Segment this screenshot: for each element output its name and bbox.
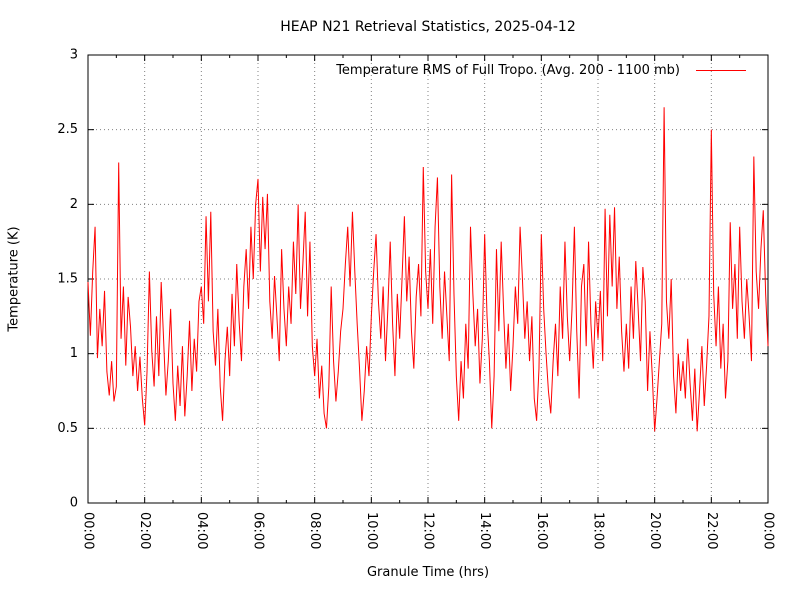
- y-tick-label: 1: [70, 346, 78, 361]
- x-axis-title: Granule Time (hrs): [366, 565, 490, 580]
- y-tick-label: 2.5: [57, 122, 78, 137]
- y-tick-label: 0.5: [57, 421, 78, 436]
- y-axis-title: Temperature (K): [6, 226, 22, 332]
- x-tick-label: 02:00: [137, 512, 152, 549]
- y-tick-label: 1.5: [57, 272, 78, 287]
- x-tick-label: 12:00: [421, 512, 436, 549]
- legend: Temperature RMS of Full Tropo. (Avg. 200…: [336, 63, 746, 78]
- x-tick-label: 14:00: [477, 512, 492, 549]
- temperature-rms-series-line: [87, 107, 769, 432]
- x-tick-label: 06:00: [251, 512, 266, 549]
- x-tick-label: 08:00: [307, 512, 322, 549]
- chart-title: HEAP N21 Retrieval Statistics, 2025-04-1…: [280, 19, 576, 35]
- x-tick-label: 16:00: [534, 512, 549, 549]
- y-tick-label: 2: [70, 197, 78, 212]
- y-tick-label: 3: [70, 48, 78, 63]
- y-tick-label: 0: [70, 496, 78, 511]
- x-tick-label: 04:00: [194, 512, 209, 549]
- x-tick-label: 22:00: [704, 512, 719, 549]
- x-tick-label: 18:00: [591, 512, 606, 549]
- x-tick-label: 10:00: [364, 512, 379, 549]
- x-tick-label: 00:00: [81, 512, 96, 549]
- x-tick-label: 00:00: [761, 512, 776, 549]
- x-tick-label: 20:00: [647, 512, 662, 549]
- legend-line-icon: [696, 70, 746, 71]
- legend-series-label: Temperature RMS of Full Tropo. (Avg. 200…: [336, 63, 680, 78]
